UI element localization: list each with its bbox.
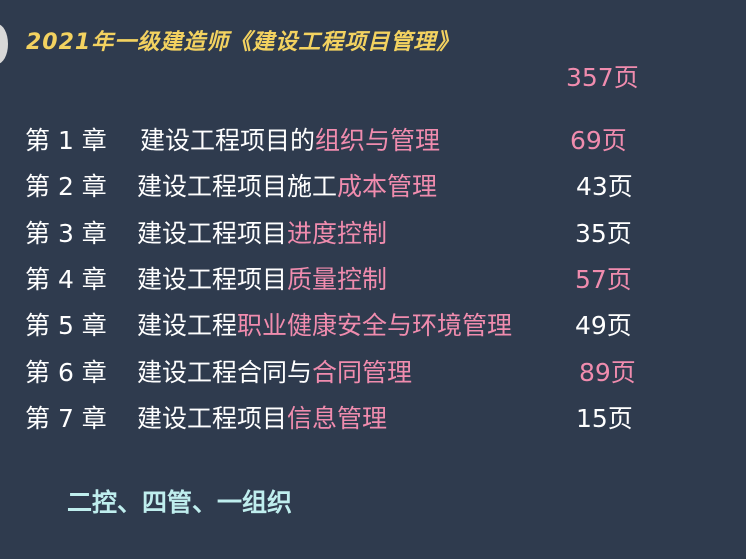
chapter-pages: 69页: [570, 126, 627, 155]
chapter-row: 第 3 章 建设工程项目进度控制 35页: [25, 217, 725, 251]
chapter-name-plain: 建设工程项目: [137, 404, 288, 433]
chapter-name-plain: 建设工程合同与: [137, 358, 313, 387]
chapter-name-plain: 建设工程项目: [137, 219, 288, 248]
chapter-pages: 49页: [575, 311, 632, 340]
chapter-name-highlight: 质量控制: [287, 265, 388, 294]
chapter-number: 第 2 章: [25, 172, 107, 201]
chapter-name-plain: 建设工程: [137, 311, 238, 340]
chapter-name: 建设工程项目信息管理: [137, 402, 387, 436]
chapter-pages: 57页: [575, 265, 632, 294]
chapter-name-highlight: 信息管理: [287, 404, 388, 433]
chapter-name-highlight: 合同管理: [312, 358, 413, 387]
chapter-number: 第 6 章: [25, 358, 107, 387]
chapter-number: 第 3 章: [25, 219, 107, 248]
chapter-number: 第 4 章: [25, 265, 107, 294]
chapter-name-highlight: 职业健康安全与环境管理: [237, 311, 513, 340]
chapter-name-plain: 建设工程项目的: [140, 126, 316, 155]
chapter-name-plain: 建设工程项目: [137, 265, 288, 294]
chapter-row: 第 7 章 建设工程项目信息管理 15页: [25, 402, 725, 436]
slide-title: 2021年一级建造师《建设工程项目管理》: [26, 30, 460, 55]
chapter-pages: 15页: [576, 404, 633, 433]
total-pages: 357页: [566, 63, 639, 92]
chapter-name-highlight: 成本管理: [337, 172, 438, 201]
chapter-name: 建设工程项目的组织与管理: [140, 124, 440, 158]
motto: 二控、四管、一组织: [67, 488, 293, 517]
chapter-row: 第 4 章 建设工程项目质量控制 57页: [25, 263, 725, 297]
chapter-name: 建设工程项目进度控制: [137, 217, 387, 251]
chapter-number: 第 1 章: [25, 126, 107, 155]
chapter-row: 第 1 章 建设工程项目的组织与管理 69页: [25, 124, 725, 158]
chapter-name: 建设工程项目质量控制: [137, 263, 387, 297]
chapter-pages: 89页: [579, 358, 636, 387]
chapter-pages: 35页: [575, 219, 632, 248]
chapter-name: 建设工程合同与合同管理: [137, 356, 412, 390]
chapter-name: 建设工程职业健康安全与环境管理: [137, 309, 512, 343]
chapter-row: 第 2 章 建设工程项目施工成本管理 43页: [25, 170, 725, 204]
chapter-number: 第 7 章: [25, 404, 107, 433]
chapter-row: 第 5 章 建设工程职业健康安全与环境管理 49页: [25, 309, 725, 343]
chapter-row: 第 6 章 建设工程合同与合同管理 89页: [25, 356, 725, 390]
chapter-name-highlight: 组织与管理: [315, 126, 441, 155]
chapter-name-plain: 建设工程项目施工: [137, 172, 338, 201]
logo-badge: [0, 24, 8, 64]
chapter-name-highlight: 进度控制: [287, 219, 388, 248]
chapter-name: 建设工程项目施工成本管理: [137, 170, 437, 204]
chapter-number: 第 5 章: [25, 311, 107, 340]
chapter-pages: 43页: [576, 172, 633, 201]
